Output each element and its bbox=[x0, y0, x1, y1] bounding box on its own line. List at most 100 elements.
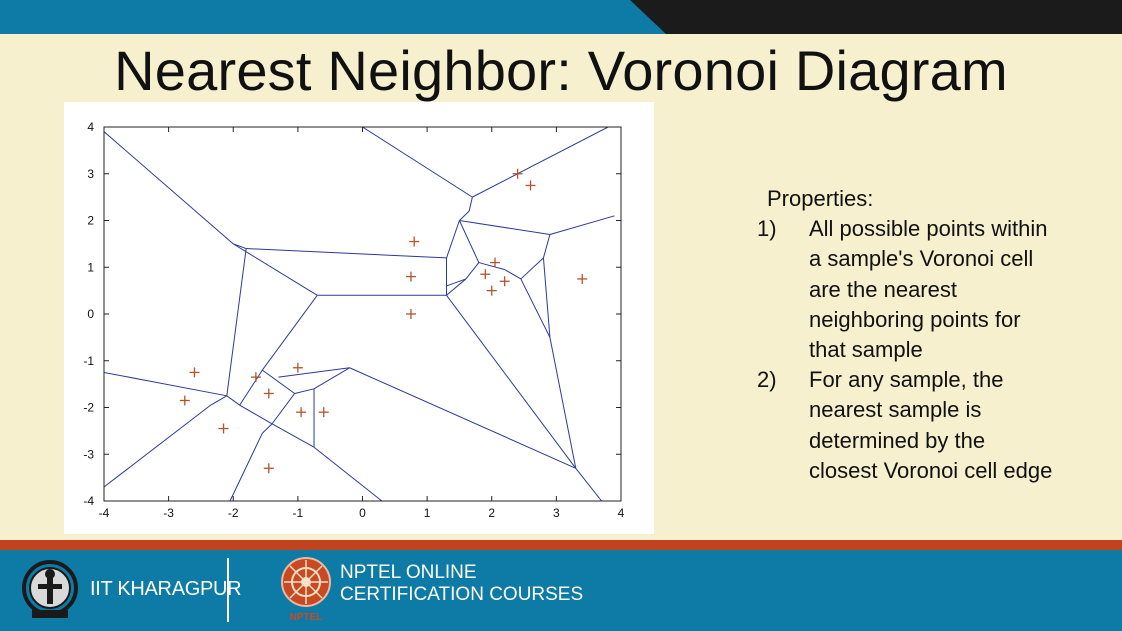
slide-title: Nearest Neighbor: Voronoi Diagram bbox=[114, 39, 1008, 102]
x-tick-label: 0 bbox=[359, 506, 366, 520]
voronoi-plot: -4 -3 -2 -1 0 1 2 3 4 4 3 2 1 0 -1 -2 -3 -4 bbox=[64, 102, 654, 534]
sample-point bbox=[318, 407, 329, 418]
property-item-2: 2) For any sample, the nearest sample is… bbox=[757, 365, 1097, 486]
y-tick-label: 3 bbox=[87, 167, 94, 181]
sample-point bbox=[577, 273, 588, 284]
voronoi-edge bbox=[261, 295, 318, 371]
voronoi-edge bbox=[271, 393, 296, 425]
sample-point bbox=[486, 285, 497, 296]
voronoi-edge bbox=[549, 337, 577, 469]
y-tick-label: 1 bbox=[87, 260, 94, 274]
voronoi-edge bbox=[446, 220, 460, 259]
voronoi-edge bbox=[446, 278, 467, 296]
voronoi-edge bbox=[271, 423, 315, 448]
voronoi-edges bbox=[104, 127, 615, 501]
properties-panel: Properties: 1) All possible points withi… bbox=[757, 184, 1097, 486]
voronoi-edge bbox=[362, 127, 473, 198]
y-tick-label: -4 bbox=[83, 494, 94, 508]
voronoi-edge bbox=[504, 269, 522, 280]
y-tick-label: -2 bbox=[83, 401, 94, 415]
voronoi-edge bbox=[261, 423, 273, 434]
sample-point bbox=[405, 309, 416, 319]
sample-point bbox=[189, 367, 200, 378]
sample-point bbox=[480, 269, 491, 280]
voronoi-edge bbox=[239, 369, 263, 406]
x-tick-label: 4 bbox=[618, 506, 625, 520]
voronoi-edge bbox=[542, 257, 551, 338]
y-tick-label: -1 bbox=[83, 354, 94, 368]
voronoi-edge bbox=[478, 262, 505, 271]
voronoi-edge bbox=[278, 367, 350, 378]
iit-kharagpur-label: IIT KHARAGPUR bbox=[90, 578, 242, 600]
voronoi-edge bbox=[104, 131, 234, 245]
sample-point bbox=[489, 257, 500, 268]
voronoi-edge bbox=[239, 404, 273, 425]
voronoi-edge bbox=[232, 243, 318, 296]
x-tick-label: 2 bbox=[488, 506, 495, 520]
voronoi-edge bbox=[104, 371, 227, 397]
voronoi-edge bbox=[349, 367, 576, 469]
voronoi-edge bbox=[459, 210, 470, 221]
voronoi-edge bbox=[313, 367, 350, 390]
sample-point bbox=[512, 168, 523, 179]
sample-point bbox=[499, 276, 510, 287]
voronoi-edge bbox=[226, 395, 241, 406]
voronoi-edge bbox=[465, 262, 480, 280]
properties-heading: Properties: bbox=[767, 186, 874, 211]
voronoi-edge bbox=[468, 197, 473, 212]
top-dark-corner bbox=[630, 0, 1122, 34]
iit-kharagpur-emblem-icon bbox=[22, 560, 78, 618]
y-tick-label: 4 bbox=[87, 120, 94, 134]
voronoi-edge bbox=[294, 388, 315, 394]
voronoi-edge bbox=[262, 369, 295, 394]
property-number: 1) bbox=[757, 216, 777, 242]
voronoi-edge bbox=[542, 234, 551, 259]
nptel-logo-icon: NPTEL bbox=[281, 557, 331, 623]
property-number: 2) bbox=[757, 367, 777, 393]
voronoi-edge bbox=[446, 278, 467, 287]
x-tick-label: 1 bbox=[424, 506, 431, 520]
nptel-label: NPTEL ONLINE CERTIFICATION COURSES bbox=[340, 562, 583, 606]
sample-point bbox=[525, 180, 536, 191]
sample-point bbox=[405, 271, 416, 282]
y-tick-label: -3 bbox=[83, 447, 94, 461]
sample-point bbox=[179, 395, 190, 406]
voronoi-edge bbox=[313, 446, 383, 501]
sample-point bbox=[292, 362, 303, 373]
voronoi-edge bbox=[229, 432, 263, 501]
voronoi-edge bbox=[458, 220, 480, 263]
x-tick-label: -2 bbox=[228, 506, 239, 520]
voronoi-edge bbox=[246, 248, 447, 259]
sample-point bbox=[263, 463, 274, 474]
voronoi-edge bbox=[520, 257, 544, 280]
sample-point bbox=[409, 236, 420, 247]
voronoi-edge bbox=[520, 278, 551, 338]
voronoi-edge bbox=[472, 127, 609, 198]
nptel-label-line2: CERTIFICATION COURSES bbox=[340, 584, 584, 605]
voronoi-edge bbox=[446, 295, 577, 469]
footer-divider bbox=[227, 558, 229, 622]
voronoi-edge bbox=[210, 395, 228, 406]
property-text: All possible points within a sample's Vo… bbox=[809, 216, 1048, 363]
voronoi-edge bbox=[226, 248, 247, 396]
voronoi-edge bbox=[459, 220, 550, 236]
property-item-1: 1) All possible points within a sample's… bbox=[757, 214, 1097, 365]
x-tick-label: -3 bbox=[163, 506, 174, 520]
footer-bar bbox=[0, 550, 1122, 631]
sample-point bbox=[250, 372, 261, 383]
sample-point bbox=[296, 407, 307, 418]
y-tick-label: 0 bbox=[87, 307, 94, 321]
nptel-logo-label: NPTEL bbox=[290, 612, 323, 623]
property-text: For any sample, the nearest sample is de… bbox=[809, 367, 1053, 483]
voronoi-edge bbox=[549, 215, 615, 236]
y-tick-label: 2 bbox=[87, 214, 94, 228]
voronoi-edge bbox=[104, 404, 211, 488]
sample-point bbox=[263, 388, 274, 399]
x-tick-label: -4 bbox=[99, 506, 110, 520]
voronoi-plot-svg: -4 -3 -2 -1 0 1 2 3 4 4 3 2 1 0 -1 -2 -3 -4 bbox=[83, 120, 625, 520]
x-tick-label: -1 bbox=[293, 506, 304, 520]
footer-accent-stripe bbox=[0, 540, 1122, 550]
sample-point bbox=[218, 423, 229, 434]
x-tick-label: 3 bbox=[553, 506, 560, 520]
voronoi-edge bbox=[575, 467, 603, 501]
